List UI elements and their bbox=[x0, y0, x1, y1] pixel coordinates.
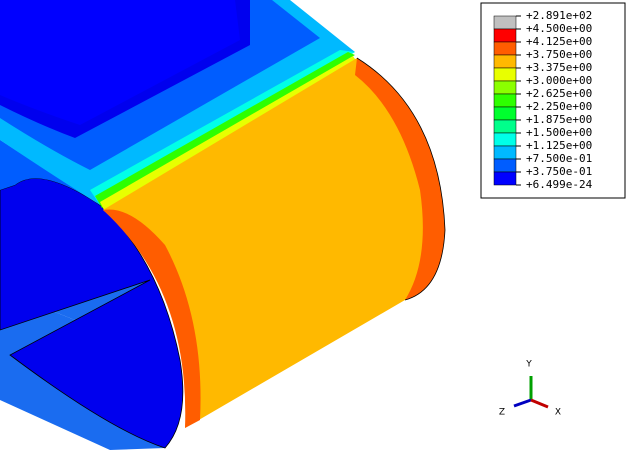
legend-label: +4.500e+00 bbox=[526, 22, 592, 35]
legend-label: +6.499e-24 bbox=[526, 178, 593, 191]
legend-label: +1.125e+00 bbox=[526, 139, 592, 152]
legend-swatch bbox=[493, 15, 517, 30]
legend-label: +2.250e+00 bbox=[526, 100, 592, 113]
legend-swatch bbox=[493, 132, 517, 147]
legend-label: +7.500e-01 bbox=[526, 152, 592, 165]
legend: +2.891e+02+4.500e+00+4.125e+00+3.750e+00… bbox=[493, 9, 593, 191]
legend-label: +3.750e+00 bbox=[526, 48, 592, 61]
legend-label: +3.750e-01 bbox=[526, 165, 592, 178]
edge bbox=[356, 57, 446, 301]
contour-band bbox=[355, 58, 445, 300]
legend-swatch bbox=[493, 54, 517, 69]
legend-swatch bbox=[493, 67, 517, 82]
legend-swatch bbox=[493, 158, 517, 173]
legend-swatch bbox=[493, 80, 517, 95]
axis-label: Z bbox=[499, 408, 505, 418]
legend-label: +2.625e+00 bbox=[526, 87, 592, 100]
axis-label: X bbox=[555, 408, 561, 418]
contour-band bbox=[103, 209, 201, 428]
legend-label: +1.875e+00 bbox=[526, 113, 592, 126]
legend-swatch bbox=[493, 93, 517, 108]
contour-band bbox=[100, 56, 357, 212]
legend-label: +3.375e+00 bbox=[526, 61, 592, 74]
legend-swatch bbox=[493, 145, 517, 160]
legend-swatch bbox=[493, 171, 517, 186]
axis-x bbox=[530, 398, 549, 409]
top-surface bbox=[0, 0, 240, 125]
legend-swatch bbox=[493, 41, 517, 56]
legend-swatch bbox=[493, 28, 517, 43]
legend-label: +3.000e+00 bbox=[526, 74, 592, 87]
legend-label: +2.891e+02 bbox=[526, 9, 592, 22]
axis-z bbox=[513, 398, 532, 408]
legend-swatch bbox=[493, 119, 517, 134]
legend-swatch bbox=[493, 106, 517, 121]
legend-label: +1.500e+00 bbox=[526, 126, 592, 139]
axis-label: Y bbox=[525, 360, 532, 370]
legend-label: +4.125e+00 bbox=[526, 35, 592, 48]
